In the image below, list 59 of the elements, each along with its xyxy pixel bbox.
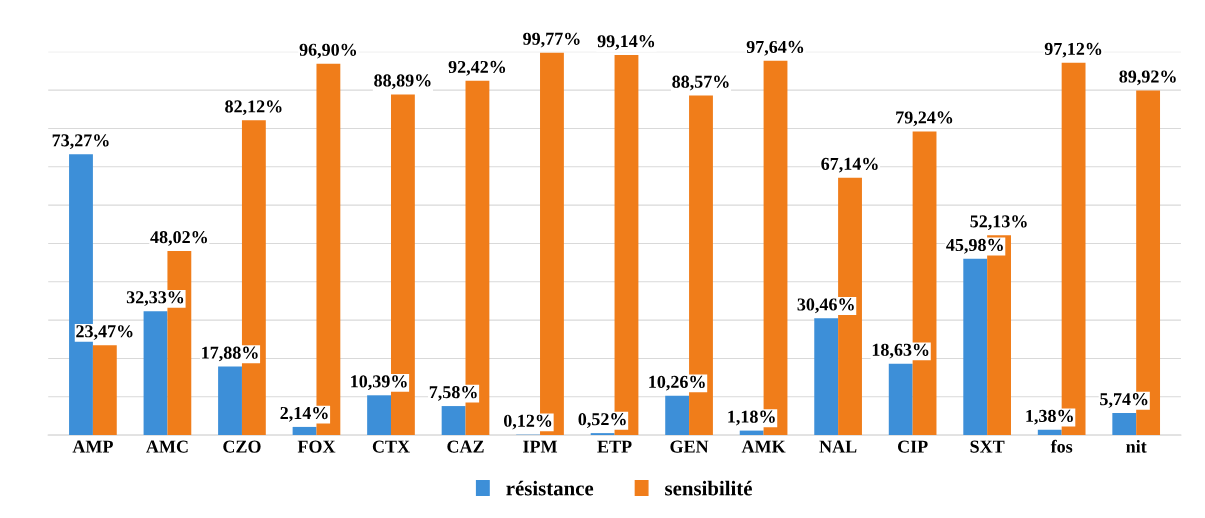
bar xyxy=(367,395,391,436)
data-label: 73,27% xyxy=(52,134,109,150)
x-tick-label: ETP xyxy=(597,440,632,453)
data-label: 89,92% xyxy=(1119,70,1176,86)
data-label: 52,13% xyxy=(970,215,1027,231)
bar xyxy=(963,258,988,436)
data-label: 99,77% xyxy=(523,32,580,48)
data-label: 0,52% xyxy=(578,413,626,428)
data-label: 32,33% xyxy=(126,291,184,306)
bar xyxy=(1037,429,1062,436)
bar xyxy=(1112,413,1137,436)
data-label: 10,39% xyxy=(351,375,407,391)
x-tick-label: FOX xyxy=(297,440,336,453)
x-tick-label: AMP xyxy=(72,440,113,453)
bar xyxy=(441,406,466,436)
data-label: 0,12% xyxy=(503,414,552,430)
x-tick-label: SXT xyxy=(970,440,1005,453)
bar xyxy=(143,311,168,436)
data-label: 2,14% xyxy=(280,406,328,422)
bar xyxy=(218,366,242,436)
bar xyxy=(814,318,839,436)
legend-label: sensibilité xyxy=(665,480,752,496)
x-tick-label: CZO xyxy=(223,440,261,453)
data-label: 18,63% xyxy=(872,343,929,359)
x-tick-label: CIP xyxy=(897,440,928,453)
data-label: 1,38% xyxy=(1026,409,1073,425)
data-label: 79,24% xyxy=(896,111,953,127)
x-tick-label: GEN xyxy=(670,440,709,453)
data-label: 5,74% xyxy=(1100,393,1148,408)
x-tick-label: IPM xyxy=(523,440,558,453)
legend-label: résistance xyxy=(506,480,594,496)
data-label: 96,90% xyxy=(299,43,357,59)
data-label: 97,12% xyxy=(1044,42,1102,58)
x-tick-label: nit xyxy=(1126,439,1147,453)
data-label: 48,02% xyxy=(150,231,207,246)
bar xyxy=(888,363,913,436)
data-label: 82,12% xyxy=(225,100,282,116)
data-label: 7,58% xyxy=(429,386,477,401)
data-label: 88,57% xyxy=(672,75,729,91)
x-tick-label: AMC xyxy=(146,440,188,453)
x-tick-label: CAZ xyxy=(447,440,484,453)
data-label: 88,89% xyxy=(374,74,431,90)
bar xyxy=(665,395,690,436)
bar xyxy=(292,426,317,436)
data-label: 97,64% xyxy=(746,40,804,56)
bar xyxy=(92,345,117,436)
data-label: 1,18% xyxy=(728,410,775,426)
data-label: 23,47% xyxy=(76,325,133,340)
data-label: 30,46% xyxy=(797,298,854,314)
data-label: 45,98% xyxy=(946,238,1003,254)
x-tick-label: AMK xyxy=(741,440,786,453)
data-label: 99,14% xyxy=(597,35,655,50)
data-label: 10,26% xyxy=(649,375,705,391)
x-tick-label: NAL xyxy=(819,440,857,453)
data-label: 92,42% xyxy=(448,60,506,76)
x-tick-label: fos xyxy=(1050,439,1073,453)
data-label: 17,88% xyxy=(202,346,258,362)
data-label: 67,14% xyxy=(821,157,878,173)
x-tick-label: CTX xyxy=(372,440,410,453)
